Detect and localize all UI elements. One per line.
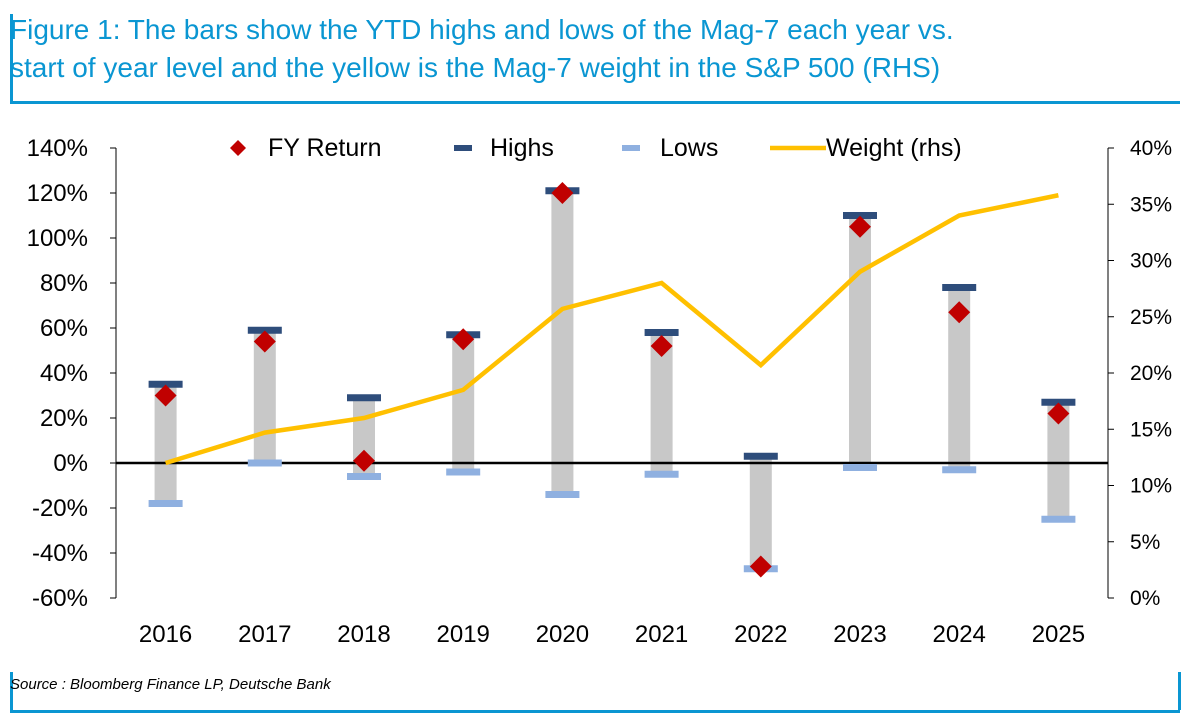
- x-tick-label: 2025: [1032, 621, 1085, 648]
- footer-left-rule: [10, 672, 13, 710]
- source-note: Source : Bloomberg Finance LP, Deutsche …: [10, 676, 331, 693]
- highs-marker: [942, 284, 977, 291]
- figure-title-line-2: start of year level and the yellow is th…: [10, 52, 941, 83]
- right-tick-label: 0%: [1130, 587, 1160, 610]
- x-tick-label: 2022: [734, 621, 787, 648]
- fy-return-marker: [650, 335, 673, 357]
- left-tick-label: -20%: [32, 495, 88, 522]
- highs-marker: [347, 394, 381, 402]
- right-tick-label: 15%: [1130, 418, 1172, 441]
- fy-return-marker: [253, 330, 276, 353]
- right-tick-label: 30%: [1130, 250, 1172, 273]
- fy-return-marker: [452, 328, 475, 351]
- left-tick-label: 120%: [27, 180, 88, 207]
- lows-marker: [446, 468, 481, 476]
- highs-marker: [1041, 398, 1076, 406]
- legend-fy-return-label: FY Return: [268, 134, 381, 162]
- x-tick-label: 2023: [833, 621, 886, 648]
- left-tick-label: 140%: [27, 135, 88, 162]
- x-tick-label: 2017: [238, 621, 291, 648]
- lows-marker: [247, 459, 282, 467]
- range-bar: [452, 334, 475, 472]
- lows-marker: [843, 464, 877, 471]
- lows-marker: [148, 500, 183, 507]
- fy-return-marker: [948, 301, 971, 324]
- footer-right-rule: [1178, 672, 1181, 710]
- range-bar: [749, 456, 772, 569]
- range-bar: [948, 287, 971, 470]
- legend-weight-label: Weight (rhs): [826, 134, 962, 162]
- highs-marker: [247, 326, 282, 334]
- range-bar: [849, 215, 871, 468]
- legend-fy-return-icon: [230, 140, 246, 156]
- lows-marker: [545, 491, 580, 498]
- right-tick-label: 20%: [1130, 362, 1172, 385]
- left-tick-label: 20%: [40, 405, 88, 432]
- legend-lows-icon: [622, 145, 640, 151]
- fy-return-marker: [353, 449, 375, 472]
- x-tick-label: 2019: [437, 621, 490, 648]
- lows-marker: [1041, 515, 1076, 523]
- left-tick-label: 60%: [40, 315, 88, 342]
- fy-return-marker: [849, 215, 871, 238]
- lows-marker: [942, 466, 977, 474]
- x-tick-label: 2020: [536, 621, 589, 648]
- x-tick-label: 2016: [139, 621, 192, 648]
- title-frame: [10, 14, 1191, 102]
- highs-marker: [743, 452, 778, 460]
- x-tick-label: 2018: [337, 621, 390, 648]
- highs-marker: [644, 329, 679, 336]
- figure-title-line-1: Figure 1: The bars show the YTD highs an…: [10, 14, 954, 45]
- fy-return-marker: [154, 384, 177, 407]
- left-tick-label: 80%: [40, 270, 88, 297]
- fy-return-marker: [749, 555, 772, 578]
- left-tick-label: 40%: [40, 360, 88, 387]
- right-tick-label: 35%: [1130, 193, 1172, 216]
- range-bar: [1047, 402, 1070, 520]
- right-tick-label: 40%: [1130, 137, 1172, 160]
- x-tick-label: 2021: [635, 621, 688, 648]
- left-tick-label: -40%: [32, 540, 88, 567]
- right-tick-label: 25%: [1130, 306, 1172, 329]
- right-tick-label: 10%: [1130, 475, 1172, 498]
- right-tick-label: 5%: [1130, 531, 1160, 554]
- range-bar: [650, 332, 673, 475]
- fy-return-marker: [551, 182, 574, 204]
- lows-marker: [347, 473, 381, 480]
- fy-return-marker: [1047, 402, 1070, 425]
- weight-line: [164, 193, 1059, 466]
- legend-highs-icon: [454, 145, 472, 151]
- x-tick-label: 2024: [933, 621, 986, 648]
- left-tick-label: 0%: [53, 450, 88, 477]
- legend-highs-label: Highs: [490, 134, 554, 162]
- footer-divider: [10, 710, 1180, 713]
- range-bar: [154, 384, 177, 504]
- left-tick-label: -60%: [32, 585, 88, 612]
- title-divider: [10, 101, 1180, 104]
- range-bar: [551, 190, 574, 495]
- left-tick-label: 100%: [27, 225, 88, 252]
- legend-lows-label: Lows: [660, 134, 718, 162]
- highs-marker: [843, 212, 877, 219]
- highs-marker: [148, 380, 183, 388]
- lows-marker: [644, 470, 679, 478]
